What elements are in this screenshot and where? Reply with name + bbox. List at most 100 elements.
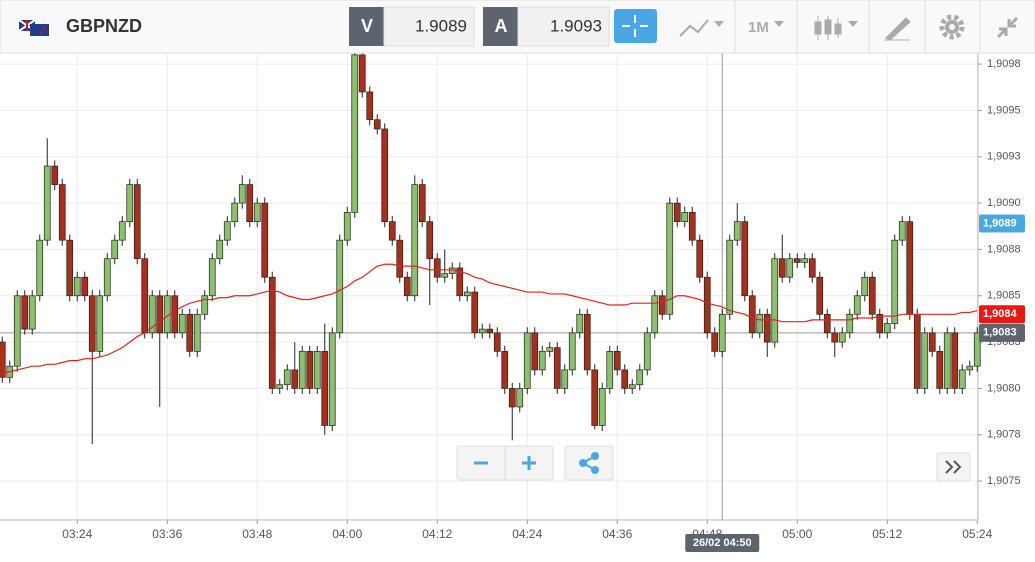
share-button[interactable] bbox=[564, 445, 614, 481]
crosshair-price-label: 1,9083 bbox=[983, 327, 1017, 339]
candle-body bbox=[846, 313, 854, 334]
ask-box[interactable] bbox=[517, 6, 610, 47]
x-tick-label: 05:00 bbox=[782, 527, 812, 541]
flag-icon bbox=[18, 19, 49, 36]
price-tag-box bbox=[979, 214, 1025, 233]
draw-button[interactable] bbox=[884, 17, 911, 41]
candle-body bbox=[478, 328, 486, 334]
crosshair-price-box bbox=[979, 323, 1025, 342]
candle-body bbox=[253, 202, 261, 222]
candle-body bbox=[156, 295, 164, 334]
candle-body bbox=[553, 347, 561, 389]
candle-body bbox=[501, 351, 509, 389]
candle-body bbox=[621, 369, 629, 389]
bid-price: 1.9089 bbox=[415, 16, 467, 35]
symbol: GBPNZD bbox=[66, 16, 142, 36]
candle-type-button[interactable] bbox=[814, 16, 858, 40]
candle-body bbox=[868, 276, 876, 315]
collapse-button[interactable] bbox=[996, 16, 1019, 39]
y-tick-label: 1,9093 bbox=[987, 151, 1021, 163]
candle-body bbox=[441, 273, 449, 278]
candle-body bbox=[403, 276, 411, 297]
candle-body bbox=[733, 221, 741, 241]
moving-average bbox=[2, 263, 978, 375]
chart-type-button[interactable] bbox=[679, 19, 724, 37]
scroll-right-button[interactable] bbox=[936, 452, 971, 482]
bid-box[interactable] bbox=[383, 6, 475, 47]
candle-body bbox=[36, 239, 44, 297]
candle-body bbox=[396, 239, 404, 278]
candle-body bbox=[928, 332, 936, 352]
candle-body bbox=[336, 239, 344, 334]
candle-body bbox=[103, 258, 111, 297]
bid-button[interactable] bbox=[349, 7, 384, 46]
candle-body bbox=[88, 295, 96, 352]
timeframe-button[interactable]: 1M bbox=[748, 19, 769, 36]
candle-body bbox=[636, 369, 644, 386]
candle-body bbox=[951, 332, 959, 389]
crosshair-time-box bbox=[685, 534, 760, 552]
candle-body bbox=[568, 332, 576, 371]
candle-body bbox=[201, 295, 209, 315]
candle-body bbox=[643, 332, 651, 371]
candle-body bbox=[891, 239, 899, 324]
y-tick-label: 1,9075 bbox=[987, 475, 1021, 487]
ask-button[interactable] bbox=[483, 7, 518, 46]
candle-body bbox=[261, 202, 269, 278]
settings-button[interactable] bbox=[939, 14, 965, 40]
y-tick-label: 1,9085 bbox=[987, 290, 1021, 302]
candle-body bbox=[231, 202, 239, 222]
candle-body bbox=[351, 54, 359, 213]
candle-body bbox=[126, 184, 134, 222]
candle-body bbox=[223, 221, 231, 241]
candle-body bbox=[793, 258, 801, 263]
candle-body bbox=[741, 221, 749, 297]
bid-label: V bbox=[361, 16, 373, 36]
candle-body bbox=[13, 295, 21, 367]
x-tick-label: 03:24 bbox=[62, 527, 92, 541]
candle-body bbox=[906, 221, 914, 315]
candle-body bbox=[958, 369, 966, 389]
candle-body bbox=[628, 384, 636, 389]
candle-body bbox=[208, 258, 216, 297]
x-tick-label: 04:12 bbox=[422, 527, 452, 541]
candle-body bbox=[171, 295, 179, 334]
zoom-in[interactable] bbox=[522, 456, 536, 470]
candle-body bbox=[283, 369, 291, 386]
candle-body bbox=[366, 91, 374, 121]
candle-body bbox=[583, 313, 591, 371]
candle-body bbox=[66, 239, 74, 297]
candle-body bbox=[493, 332, 501, 352]
candle-body bbox=[681, 212, 689, 222]
y-tick-label: 1,9088 bbox=[987, 243, 1021, 255]
candle-body bbox=[703, 276, 711, 334]
candle-body bbox=[373, 119, 381, 130]
candle-body bbox=[96, 295, 104, 352]
x-tick-label: 04:00 bbox=[332, 527, 362, 541]
candle-body bbox=[51, 165, 59, 185]
candle-body bbox=[816, 276, 824, 315]
crosshair-button[interactable] bbox=[614, 9, 657, 43]
price-tag-label: 1,9089 bbox=[983, 217, 1017, 229]
candle-body bbox=[936, 351, 944, 389]
candle-body bbox=[73, 276, 81, 297]
y-tick-label: 1,9080 bbox=[987, 382, 1021, 394]
x-tick-label: 04:24 bbox=[512, 527, 542, 541]
candle-body bbox=[726, 239, 734, 315]
candle-body bbox=[853, 295, 861, 315]
x-tick-label: 04:36 bbox=[602, 527, 632, 541]
candle-body bbox=[0, 341, 6, 378]
candle-body bbox=[463, 291, 471, 297]
candle-body bbox=[381, 128, 389, 222]
y-tick-label: 1,9078 bbox=[987, 429, 1021, 441]
candle-body bbox=[306, 351, 314, 389]
candle-body bbox=[81, 276, 89, 297]
candle-body bbox=[118, 221, 126, 241]
y-tick-label: 1,9090 bbox=[987, 197, 1021, 209]
x-tick-label: 05:24 bbox=[962, 527, 992, 541]
candle-body bbox=[688, 212, 696, 241]
candle-body bbox=[343, 212, 351, 241]
candle-body bbox=[808, 258, 816, 278]
candle-body bbox=[298, 351, 306, 389]
candle-body bbox=[718, 313, 726, 352]
